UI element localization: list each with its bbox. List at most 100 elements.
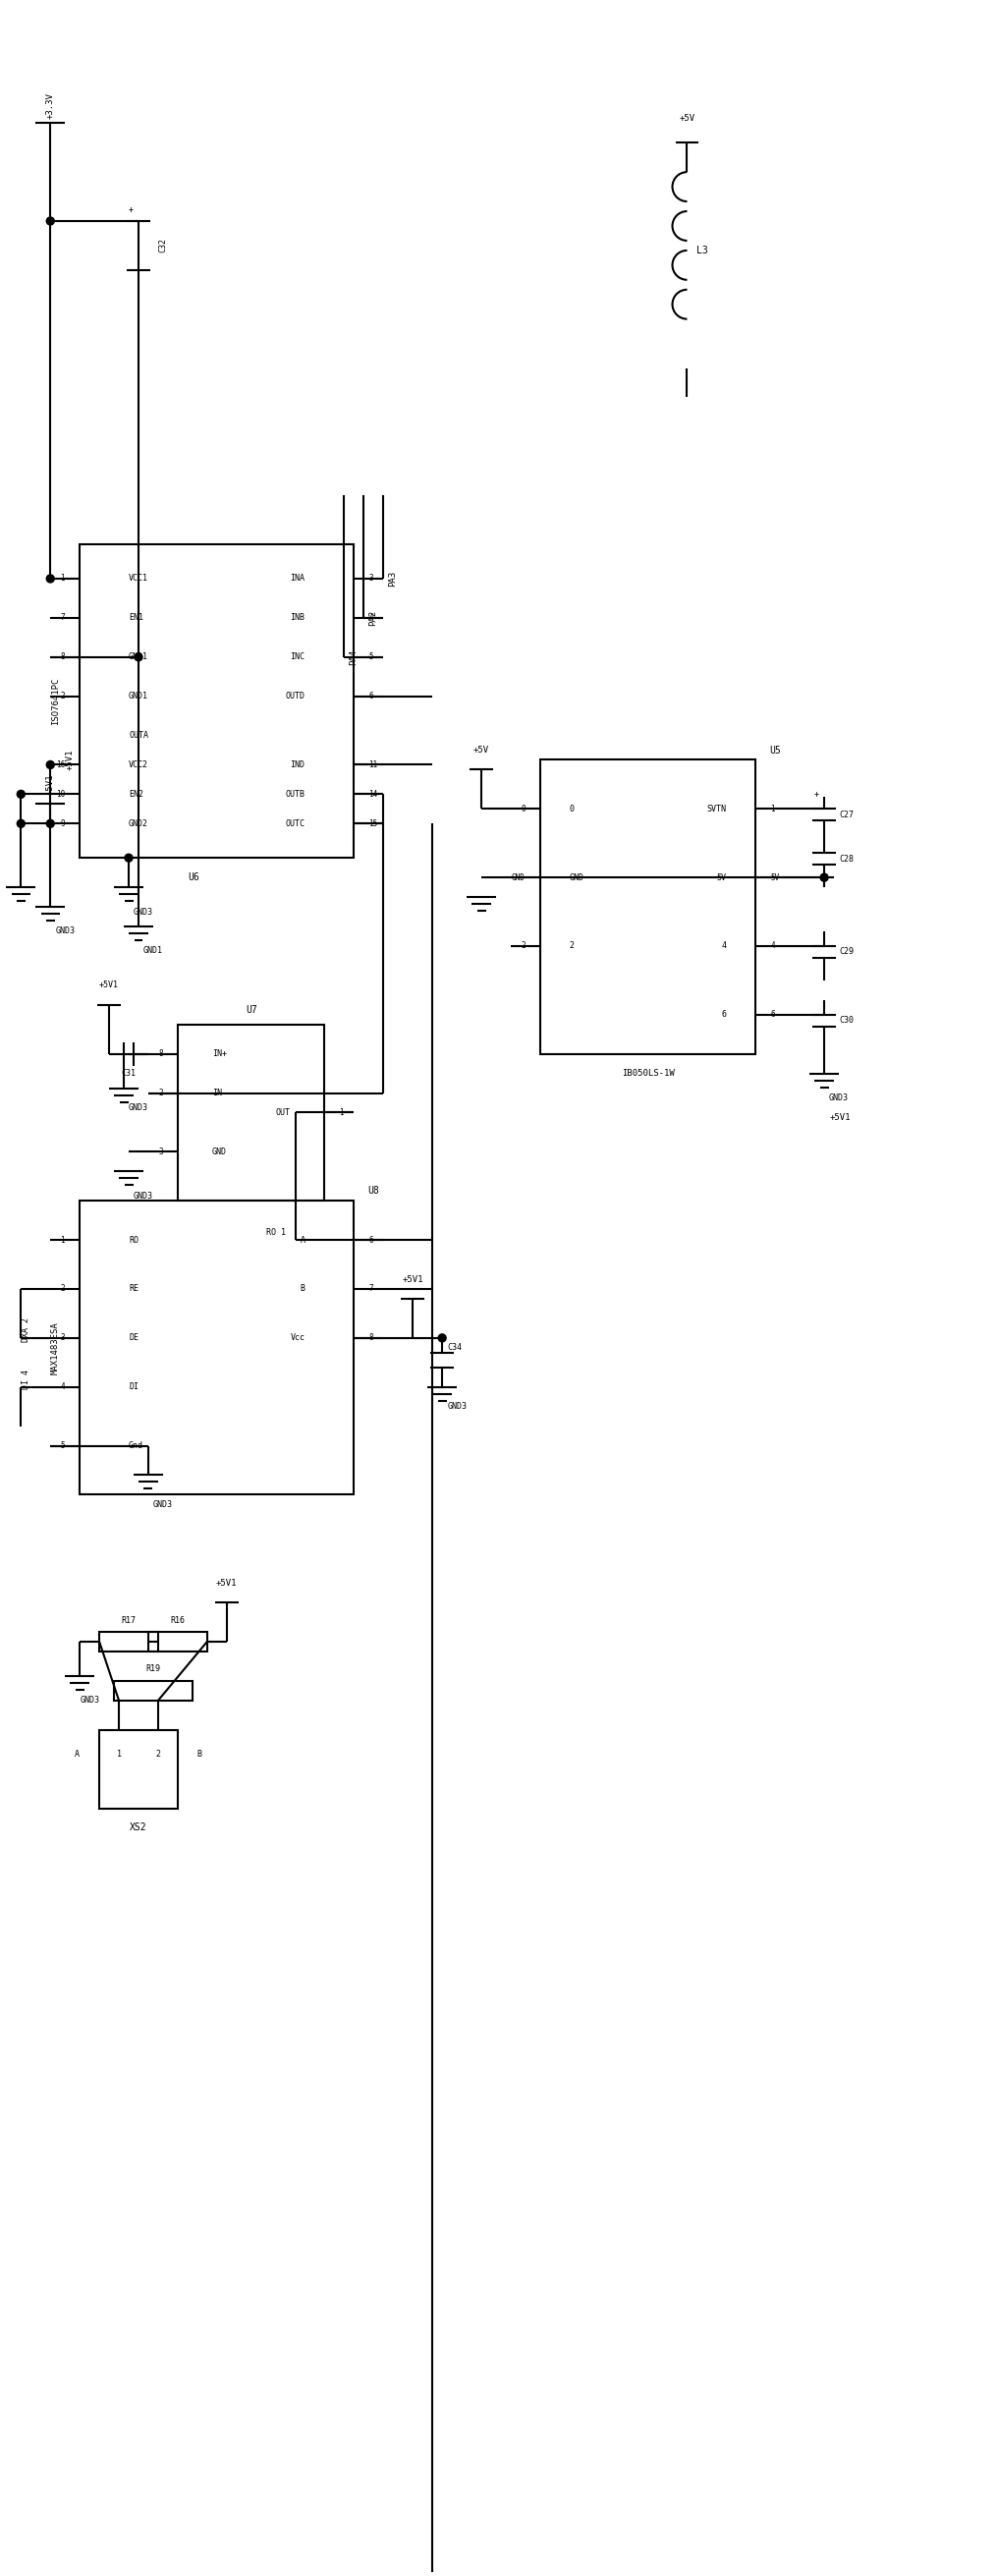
Text: GND3: GND3 bbox=[154, 1499, 173, 1510]
Circle shape bbox=[47, 760, 54, 768]
Bar bbox=[80, 544, 354, 858]
Text: 1: 1 bbox=[61, 1236, 65, 1244]
Text: IB050LS-1W: IB050LS-1W bbox=[622, 1069, 675, 1077]
Circle shape bbox=[47, 574, 54, 582]
Text: U6: U6 bbox=[188, 873, 199, 884]
Text: 4: 4 bbox=[368, 613, 373, 623]
Text: 2: 2 bbox=[156, 1749, 161, 1759]
Text: 0: 0 bbox=[521, 804, 526, 814]
Text: PA4: PA4 bbox=[349, 649, 358, 665]
Text: VCC1: VCC1 bbox=[129, 574, 149, 582]
Text: 2: 2 bbox=[61, 693, 65, 701]
Text: RE: RE bbox=[129, 1285, 139, 1293]
Text: DXA 2: DXA 2 bbox=[22, 1319, 31, 1342]
Text: C29: C29 bbox=[839, 948, 853, 956]
Text: Gnd: Gnd bbox=[129, 1443, 144, 1450]
Bar bbox=[80, 1200, 354, 1494]
Text: C30: C30 bbox=[839, 1015, 853, 1025]
Text: +5V1: +5V1 bbox=[46, 773, 55, 796]
Text: PA3: PA3 bbox=[388, 572, 397, 587]
Text: 7: 7 bbox=[368, 1285, 373, 1293]
Text: B: B bbox=[300, 1285, 305, 1293]
Text: GND1: GND1 bbox=[144, 945, 163, 956]
Text: EN1: EN1 bbox=[129, 613, 144, 623]
Text: IN-: IN- bbox=[212, 1090, 227, 1097]
Text: +: + bbox=[814, 791, 818, 799]
Text: 11: 11 bbox=[368, 760, 378, 770]
Text: 10: 10 bbox=[56, 791, 65, 799]
Text: GND2: GND2 bbox=[129, 819, 149, 827]
Text: 2: 2 bbox=[159, 1090, 163, 1097]
Text: 1: 1 bbox=[339, 1108, 344, 1118]
Text: GND3: GND3 bbox=[80, 1695, 100, 1705]
Text: VCC2: VCC2 bbox=[129, 760, 149, 770]
Text: A: A bbox=[75, 1749, 80, 1759]
Text: 2: 2 bbox=[521, 943, 526, 951]
Text: R17: R17 bbox=[122, 1615, 136, 1625]
Bar bbox=[100, 1633, 158, 1651]
Circle shape bbox=[17, 791, 25, 799]
Text: 5: 5 bbox=[368, 652, 373, 662]
Text: C31: C31 bbox=[122, 1069, 136, 1077]
Text: 8: 8 bbox=[368, 1334, 373, 1342]
Bar bbox=[114, 1682, 193, 1700]
Text: IN+: IN+ bbox=[212, 1048, 227, 1059]
Text: OUT: OUT bbox=[275, 1108, 290, 1118]
Bar bbox=[540, 760, 755, 1054]
Text: +5V1: +5V1 bbox=[402, 1275, 423, 1283]
Text: 5V: 5V bbox=[770, 873, 779, 881]
Text: GND3: GND3 bbox=[134, 1193, 154, 1200]
Text: B: B bbox=[198, 1749, 203, 1759]
Circle shape bbox=[47, 819, 54, 827]
Circle shape bbox=[438, 1334, 446, 1342]
Text: +5V1: +5V1 bbox=[217, 1579, 238, 1587]
Text: XS2: XS2 bbox=[130, 1824, 147, 1832]
Text: +3.3V: +3.3V bbox=[46, 93, 55, 118]
Text: 8: 8 bbox=[159, 1048, 163, 1059]
Circle shape bbox=[47, 216, 54, 224]
Text: 6: 6 bbox=[770, 1010, 774, 1020]
Text: 1: 1 bbox=[770, 804, 774, 814]
Text: DE: DE bbox=[129, 1334, 139, 1342]
Text: GND3: GND3 bbox=[829, 1092, 848, 1103]
Text: 3: 3 bbox=[61, 1334, 65, 1342]
Text: 14: 14 bbox=[368, 791, 378, 799]
Text: PA2: PA2 bbox=[368, 611, 377, 626]
Bar bbox=[178, 1025, 324, 1200]
Text: EN2: EN2 bbox=[129, 791, 144, 799]
Text: MAX1483ESA: MAX1483ESA bbox=[51, 1321, 60, 1373]
Text: R16: R16 bbox=[171, 1615, 185, 1625]
Text: GND3: GND3 bbox=[447, 1401, 467, 1412]
Text: GND: GND bbox=[512, 873, 526, 881]
Text: U5: U5 bbox=[769, 744, 781, 755]
Text: SVTN: SVTN bbox=[707, 804, 727, 814]
Text: INC: INC bbox=[290, 652, 305, 662]
Bar bbox=[100, 1731, 178, 1808]
Text: 7: 7 bbox=[61, 613, 65, 623]
Text: GND1: GND1 bbox=[129, 652, 149, 662]
Text: Vcc: Vcc bbox=[290, 1334, 305, 1342]
Text: GND3: GND3 bbox=[134, 907, 154, 917]
Text: 4: 4 bbox=[61, 1383, 65, 1391]
Text: INA: INA bbox=[290, 574, 305, 582]
Text: +: + bbox=[128, 206, 133, 214]
Text: 6: 6 bbox=[722, 1010, 727, 1020]
Text: OUTB: OUTB bbox=[285, 791, 305, 799]
Circle shape bbox=[17, 819, 25, 827]
Text: C34: C34 bbox=[447, 1342, 462, 1352]
Text: 15: 15 bbox=[368, 819, 378, 827]
Text: U8: U8 bbox=[368, 1185, 379, 1195]
Text: R19: R19 bbox=[146, 1664, 161, 1674]
Text: +5V: +5V bbox=[680, 113, 695, 124]
Text: 5: 5 bbox=[61, 1443, 65, 1450]
Text: 5V: 5V bbox=[717, 873, 727, 881]
Text: 3: 3 bbox=[159, 1146, 163, 1157]
Text: GND3: GND3 bbox=[55, 927, 75, 935]
Text: 1: 1 bbox=[117, 1749, 122, 1759]
Text: OUTD: OUTD bbox=[285, 693, 305, 701]
Text: 2: 2 bbox=[570, 943, 575, 951]
Text: 6: 6 bbox=[368, 693, 373, 701]
Text: 8: 8 bbox=[61, 652, 65, 662]
Text: GND: GND bbox=[212, 1146, 227, 1157]
Text: DI: DI bbox=[129, 1383, 139, 1391]
